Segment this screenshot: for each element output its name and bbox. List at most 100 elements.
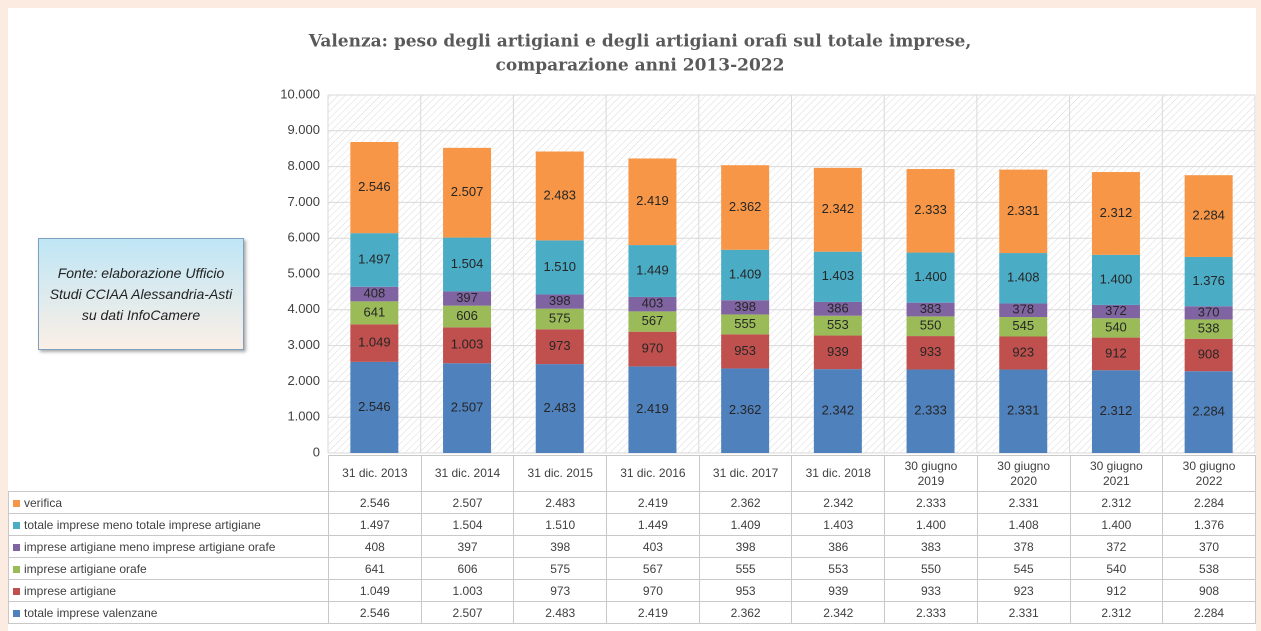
bar-segment (535, 294, 584, 309)
table-cell: 1.049 (328, 579, 422, 602)
table-cell: 973 (513, 579, 608, 602)
table-cell: 1.504 (420, 513, 515, 536)
table-cell: 1.376 (1162, 513, 1256, 536)
bar-segment (721, 314, 770, 335)
value-label: 1.504 (451, 256, 484, 271)
bar-segment (628, 158, 677, 246)
value-label: 398 (549, 293, 571, 308)
bar-segment (1184, 338, 1233, 372)
bar-segment (350, 233, 399, 287)
table-cell: 575 (513, 557, 608, 580)
table-cell: 567 (606, 557, 700, 580)
bar-segment (443, 363, 492, 453)
bar-segment (906, 316, 955, 337)
value-label: 370 (1198, 304, 1220, 319)
value-label: 1.003 (451, 337, 484, 352)
bar-segment (628, 245, 677, 297)
value-label: 1.400 (1100, 271, 1133, 286)
table-cell: 1.408 (976, 513, 1071, 536)
bar-segment (813, 167, 862, 252)
header-cell: 31 dic. 2017 (698, 455, 793, 492)
table-cell: 933 (884, 579, 978, 602)
bar-segment (999, 336, 1048, 370)
table-cell: 386 (791, 535, 886, 558)
value-label: 908 (1198, 346, 1220, 361)
value-label: 1.049 (358, 335, 391, 350)
bar-segment (1091, 254, 1140, 305)
header-cell: 30 giugno 2021 (1069, 455, 1164, 492)
value-label: 2.419 (636, 401, 669, 416)
table-cell: 2.483 (513, 491, 608, 514)
table-cell: 2.284 (1162, 491, 1256, 514)
legend-cell: totale imprese valenzane (8, 601, 329, 624)
value-label: 1.497 (358, 251, 391, 266)
header-cell: 30 giugno 2019 (884, 455, 978, 492)
bar-segment (999, 316, 1048, 337)
legend-label: imprese artigiane orafe (24, 561, 147, 576)
table-cell: 397 (420, 535, 515, 558)
value-label: 555 (734, 316, 756, 331)
table-cell: 2.331 (976, 491, 1071, 514)
value-label: 550 (920, 318, 942, 333)
table-row: totale imprese meno totale imprese artig… (8, 513, 1256, 536)
chart-area: Valenza: peso degli artigiani e degli ar… (8, 8, 1256, 631)
legend-cell: imprese artigiane orafe (8, 557, 329, 580)
y-tick-label: 7.000 (287, 194, 320, 209)
y-tick-label: 2.000 (287, 373, 320, 388)
legend-cell: imprese artigiane meno imprese artigiane… (8, 535, 329, 558)
x-tick-label: 31 dic. 2015 (527, 466, 593, 480)
bar-segment (1184, 256, 1233, 307)
table-cell: 2.507 (420, 491, 515, 514)
table-cell: 2.284 (1162, 601, 1256, 624)
header-cell: 31 dic. 2014 (420, 455, 515, 492)
value-label: 973 (549, 338, 571, 353)
x-tick-label: 31 dic. 2018 (805, 466, 871, 480)
x-tick-label: 31 dic. 2014 (434, 466, 501, 480)
table-cell: 1.400 (884, 513, 978, 536)
header-cell: 30 giugno 2022 (1162, 455, 1256, 492)
value-label: 933 (920, 344, 942, 359)
table-corner (8, 455, 329, 492)
bar-segment (999, 253, 1048, 304)
value-label: 2.507 (451, 184, 484, 199)
table-cell: 553 (791, 557, 886, 580)
value-label: 386 (827, 300, 849, 315)
table-cell: 538 (1162, 557, 1256, 580)
table-cell: 1.510 (513, 513, 608, 536)
table-cell: 372 (1069, 535, 1164, 558)
header-cell: 31 dic. 2018 (791, 455, 886, 492)
legend-label: totale imprese meno totale imprese artig… (24, 517, 261, 532)
bar-segment (443, 291, 492, 306)
chart: Valenza: peso degli artigiani e degli ar… (280, 32, 1256, 459)
x-tick-label: 30 giugno 2022 (1182, 458, 1236, 488)
bar-segment (1091, 318, 1140, 338)
header-cell: 31 dic. 2015 (513, 455, 608, 492)
table-cell: 908 (1162, 579, 1256, 602)
value-label: 553 (827, 317, 849, 332)
table-cell: 2.342 (791, 491, 886, 514)
value-label: 2.546 (358, 399, 391, 414)
table-cell: 2.333 (884, 491, 978, 514)
bar-segment (1184, 175, 1233, 257)
bar-segment (813, 369, 862, 453)
legend-swatch (13, 521, 20, 529)
table-cell: 2.507 (420, 601, 515, 624)
data-table: 31 dic. 2013 31 dic. 2014 31 dic. 2015 31 d… (8, 455, 1256, 624)
y-tick-label: 5.000 (287, 265, 320, 280)
value-label: 923 (1012, 344, 1034, 359)
table-cell: 1.403 (791, 513, 886, 536)
x-tick-label: 30 giugno 2020 (997, 458, 1051, 488)
bar-segment (350, 301, 399, 325)
value-label: 575 (549, 310, 571, 325)
bar-segment (628, 366, 677, 453)
table-cell: 2.342 (791, 601, 886, 624)
table-cell: 550 (884, 557, 978, 580)
value-label: 2.333 (914, 202, 947, 217)
x-tick-label: 31 dic. 2013 (342, 466, 408, 480)
value-label: 1.409 (729, 266, 762, 281)
bar-segment (906, 336, 955, 370)
legend-label: imprese artigiane (24, 583, 117, 598)
bar-segment (350, 361, 399, 453)
bar-segment (906, 369, 955, 453)
value-label: 2.331 (1007, 203, 1040, 218)
